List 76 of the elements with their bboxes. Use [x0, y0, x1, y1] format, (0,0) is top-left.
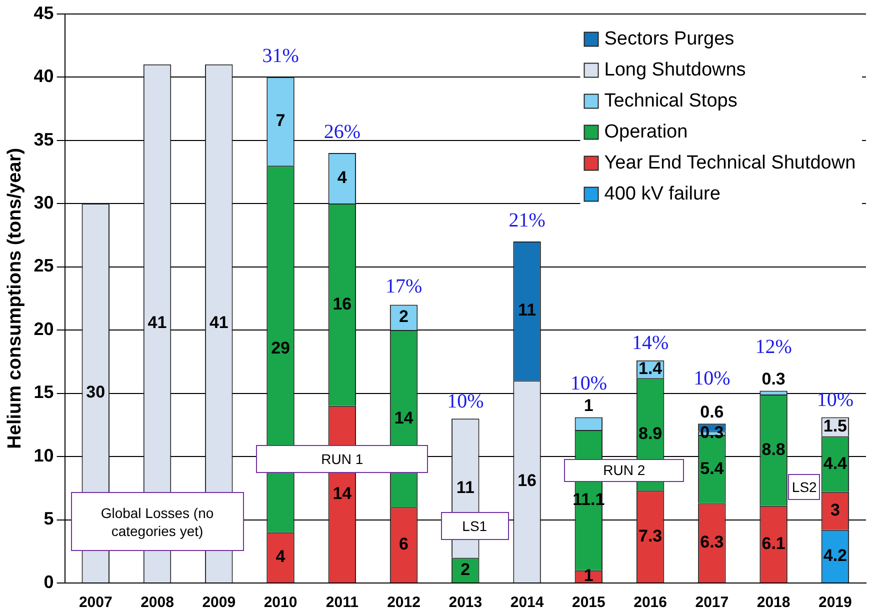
text-box: RUN 2	[564, 459, 684, 482]
legend-label: Year End Technical Shutdown	[604, 152, 856, 174]
data-label: 14	[394, 408, 414, 428]
annotation: 10%	[694, 368, 730, 390]
x-tick-label: 2016	[634, 594, 667, 612]
data-label: 0.3	[762, 369, 786, 388]
data-label: 4.4	[823, 454, 848, 473]
data-label: 2	[399, 307, 409, 326]
data-label: 30	[86, 382, 106, 402]
annotation: 17%	[385, 275, 422, 298]
data-label: 11	[518, 300, 536, 320]
data-label: 1	[584, 396, 594, 415]
x-tick-label: 2007	[78, 594, 112, 612]
y-tick-label: 40	[34, 66, 54, 86]
data-label: 16	[518, 471, 536, 490]
data-label: 16	[332, 294, 352, 314]
x-tick-label: 2010	[264, 594, 298, 612]
annotation: 26%	[324, 120, 360, 143]
annotation: 12%	[755, 336, 792, 358]
data-label: 8.8	[762, 440, 786, 459]
x-tick-label: 2019	[818, 594, 852, 612]
data-label: 1.5	[823, 416, 848, 436]
text-box: LS2	[788, 474, 820, 500]
data-label: 7	[276, 111, 286, 130]
data-label: 41	[148, 313, 167, 332]
data-label: 6.1	[762, 534, 786, 553]
data-label: 11	[456, 478, 474, 497]
text-box: LS1	[440, 512, 509, 540]
legend-label: 400 kV failure	[604, 184, 720, 205]
annotation: 10%	[816, 389, 854, 412]
x-tick-label: 2009	[202, 594, 236, 612]
data-label: 4.2	[823, 546, 848, 565]
y-tick-label: 35	[34, 129, 54, 150]
y-tick-label: 45	[34, 2, 54, 23]
x-tick-label: 2008	[140, 594, 174, 612]
annotation: 21%	[508, 209, 546, 232]
data-label: 4	[276, 547, 286, 566]
data-label: 8.9	[638, 424, 662, 444]
annotation: 10%	[570, 372, 608, 395]
data-label: 14	[332, 484, 352, 503]
y-tick-label: 30	[34, 192, 54, 212]
data-label: 3	[830, 500, 840, 520]
x-tick-label: 2011	[326, 594, 358, 612]
data-label: 6.3	[700, 532, 724, 552]
x-tick-label: 2018	[756, 594, 790, 612]
annotation: 10%	[447, 390, 484, 412]
data-label: 1.4	[638, 358, 663, 378]
data-label: 4	[337, 168, 348, 187]
x-tick-label: 2017	[695, 594, 729, 612]
y-tick-label: 10	[34, 445, 54, 466]
y-axis-title: Helium consumptions (tons/year)	[4, 148, 26, 449]
y-tick-label: 20	[34, 318, 54, 339]
data-label: 41	[209, 313, 228, 332]
x-tick-label: 2013	[448, 594, 482, 612]
y-tick-label: 5	[44, 508, 54, 529]
y-tick-label: 0	[44, 572, 54, 592]
data-label: 0.6	[700, 402, 724, 422]
y-tick-label: 15	[34, 382, 54, 402]
data-label: 1	[584, 566, 594, 586]
data-label: 5.4	[700, 458, 724, 478]
data-label: 29	[271, 338, 290, 358]
data-label: 7.3	[638, 526, 662, 546]
x-tick-label: 2014	[510, 594, 544, 612]
legend-label: Sectors Purges	[604, 28, 734, 50]
text-box: Global Losses (no categories yet)	[70, 492, 244, 552]
legend-label: Operation	[604, 122, 688, 143]
annotation: 31%	[262, 45, 299, 68]
x-tick-label: 2012	[387, 594, 420, 612]
data-label: 2	[460, 560, 470, 579]
data-label: 6	[399, 534, 409, 554]
text-box: RUN 1	[256, 445, 428, 473]
annotation: 14%	[632, 332, 669, 354]
legend-label: Technical Stops	[604, 90, 738, 112]
x-tick-label: 2015	[572, 594, 606, 612]
legend-label: Long Shutdowns	[604, 60, 746, 81]
y-tick-label: 25	[34, 256, 54, 276]
